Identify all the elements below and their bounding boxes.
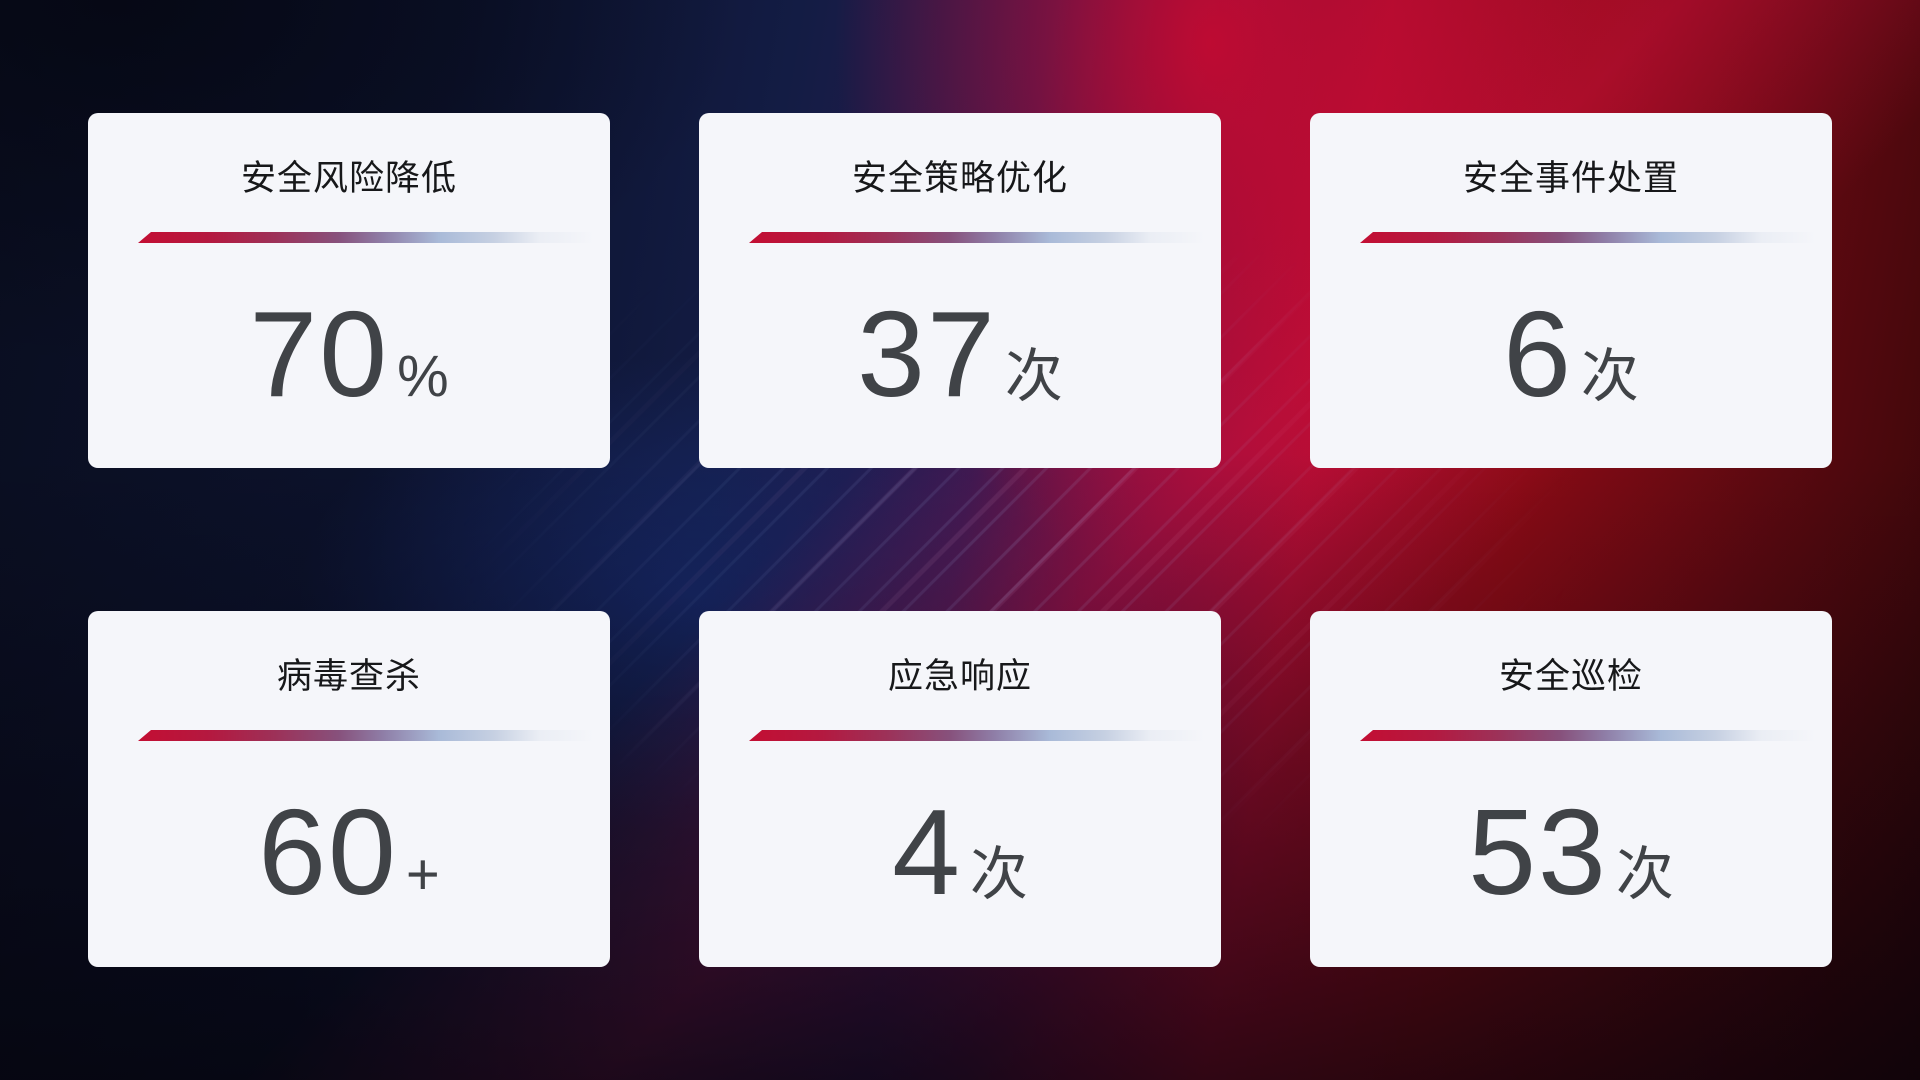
stat-value: 4 [892, 784, 962, 920]
stat-value: 70 [249, 286, 390, 422]
gradient-divider [138, 730, 594, 741]
stat-card-emergency-response: 应急响应 4 次 [699, 611, 1221, 967]
stat-unit: 次 [969, 842, 1028, 907]
stat-value: 53 [1468, 784, 1608, 920]
gradient-divider [749, 232, 1205, 243]
stat-value: 37 [857, 286, 997, 422]
stat-value-row: 4 次 [699, 787, 1221, 917]
card-title: 安全风险降低 [240, 159, 457, 198]
gradient-divider [749, 730, 1205, 741]
stat-value-row: 37 次 [699, 289, 1221, 419]
stat-unit: 次 [1004, 344, 1063, 409]
stat-card-incident-handling: 安全事件处置 6 次 [1310, 113, 1832, 468]
stat-card-virus-scan: 病毒查杀 60 + [88, 611, 610, 967]
stat-card-policy-optimization: 安全策略优化 37 次 [699, 113, 1221, 468]
stat-card-risk-reduction: 安全风险降低 70 % [88, 113, 610, 468]
card-title: 应急响应 [887, 657, 1032, 696]
stat-value: 60 [258, 784, 398, 920]
gradient-divider [1360, 730, 1816, 741]
gradient-divider [1360, 232, 1816, 243]
stat-card-grid: 安全风险降低 70 % 安全策略优化 37 次 安全事件处置 6 次 病毒查杀 … [88, 113, 1832, 967]
stat-value-row: 53 次 [1310, 787, 1832, 917]
card-title: 安全策略优化 [851, 159, 1068, 198]
card-title: 病毒查杀 [276, 657, 421, 696]
stat-value-row: 60 + [88, 787, 610, 917]
stat-unit: % [397, 344, 449, 409]
card-title: 安全事件处置 [1462, 159, 1679, 198]
stat-value-row: 70 % [88, 289, 610, 419]
stat-card-security-inspection: 安全巡检 53 次 [1310, 611, 1832, 967]
stat-value-row: 6 次 [1310, 289, 1832, 419]
stat-unit: + [405, 842, 440, 907]
card-title: 安全巡检 [1498, 657, 1643, 696]
gradient-divider [138, 232, 594, 243]
stat-value: 6 [1503, 286, 1573, 422]
stat-unit: 次 [1580, 344, 1639, 409]
stat-unit: 次 [1615, 842, 1674, 907]
